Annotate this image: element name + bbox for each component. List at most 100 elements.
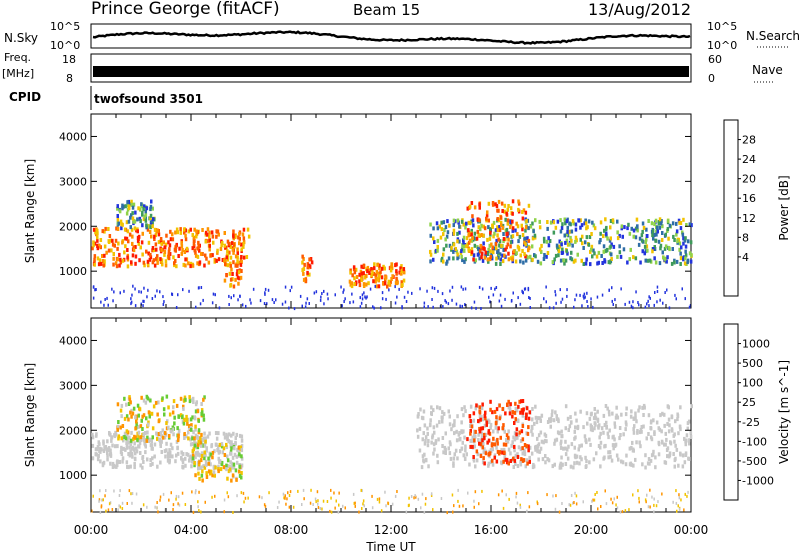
- range-gate-cell: [430, 492, 433, 496]
- range-gate-cell: [132, 248, 136, 253]
- range-gate-cell: [358, 279, 361, 284]
- range-gate-cell: [169, 229, 172, 234]
- range-gate-cell: [204, 436, 207, 441]
- range-gate-cell: [288, 494, 291, 497]
- range-gate-cell: [566, 225, 569, 230]
- range-gate-cell: [523, 449, 526, 453]
- range-gate-cell: [591, 254, 594, 259]
- range-gate-cell: [661, 231, 664, 235]
- range-gate-cell: [245, 304, 247, 308]
- range-gate-cell: [494, 202, 497, 207]
- range-gate-cell: [566, 251, 569, 256]
- range-gate-cell: [211, 455, 214, 460]
- range-gate-cell: [188, 399, 192, 404]
- range-gate-cell: [654, 291, 656, 294]
- range-gate-cell: [407, 290, 409, 294]
- range-gate-cell: [425, 497, 427, 501]
- range-gate-cell: [647, 219, 650, 223]
- range-gate-cell: [666, 404, 670, 409]
- range-gate-cell: [673, 464, 676, 469]
- range-gate-cell: [151, 456, 154, 461]
- range-gate-cell: [682, 236, 685, 241]
- range-gate-cell: [472, 253, 476, 258]
- range-gate-cell: [661, 250, 664, 255]
- range-gate-cell: [559, 218, 562, 223]
- range-gate-cell: [487, 461, 491, 466]
- range-gate-cell: [165, 441, 168, 446]
- range-gate-cell: [612, 434, 615, 439]
- range-gate-cell: [611, 218, 615, 223]
- range-gate-cell: [169, 429, 173, 434]
- range-gate-cell: [242, 236, 246, 241]
- range-gate-cell: [174, 459, 177, 464]
- range-gate-cell: [636, 224, 639, 229]
- range-gate-cell: [519, 505, 522, 509]
- range-gate-cell: [473, 205, 477, 210]
- range-gate-cell: [661, 492, 663, 496]
- range-gate-cell: [103, 244, 107, 249]
- range-gate-cell: [505, 457, 509, 462]
- range-gate-cell: [138, 258, 141, 263]
- range-gate-cell: [480, 251, 484, 256]
- range-gate-cell: [194, 402, 198, 407]
- range-gate-cell: [628, 300, 631, 304]
- y-axis-title: Slant Range [km]: [23, 159, 37, 263]
- range-gate-cell: [505, 211, 508, 216]
- range-gate-cell: [511, 211, 514, 216]
- range-gate-cell: [462, 287, 464, 291]
- range-gate-cell: [675, 297, 677, 301]
- range-gate-cell: [488, 419, 491, 424]
- range-gate-cell: [480, 255, 483, 260]
- range-gate-cell: [446, 230, 450, 235]
- range-gate-cell: [626, 260, 629, 265]
- range-gate-cell: [506, 231, 509, 236]
- range-gate-cell: [353, 276, 356, 281]
- range-gate-cell: [561, 462, 564, 467]
- x-tick-label: 04:00: [174, 523, 209, 537]
- range-gate-cell: [188, 395, 191, 400]
- range-gate-cell: [457, 499, 459, 503]
- range-gate-cell: [666, 288, 668, 292]
- range-gate-cell: [453, 504, 455, 508]
- range-gate-cell: [554, 410, 557, 415]
- range-gate-cell: [640, 233, 644, 238]
- range-gate-cell: [184, 233, 187, 238]
- range-gate-cell: [429, 233, 432, 238]
- range-gate-cell: [635, 419, 638, 424]
- range-gate-cell: [196, 443, 200, 447]
- range-gate-cell: [156, 289, 158, 293]
- range-gate-cell: [125, 211, 129, 216]
- range-gate-cell: [201, 228, 204, 232]
- range-gate-cell: [513, 437, 517, 442]
- range-gate-cell: [524, 464, 527, 469]
- range-gate-cell: [171, 427, 174, 432]
- range-gate-cell: [358, 283, 362, 288]
- range-gate-cell: [114, 238, 118, 243]
- range-gate-cell: [480, 223, 483, 228]
- range-gate-cell: [107, 248, 111, 253]
- range-gate-cell: [184, 456, 187, 461]
- range-gate-cell: [162, 295, 164, 299]
- range-gate-cell: [500, 201, 504, 206]
- range-gate-cell: [284, 496, 286, 500]
- range-gate-cell: [167, 249, 171, 254]
- range-gate-cell: [463, 457, 467, 461]
- range-gate-cell: [552, 306, 555, 310]
- range-gate-cell: [127, 219, 131, 224]
- range-gate-cell: [521, 437, 525, 442]
- range-gate-cell: [541, 457, 545, 462]
- range-gate-cell: [462, 413, 465, 418]
- range-gate-cell: [580, 443, 583, 448]
- range-gate-cell: [524, 242, 527, 247]
- range-gate-cell: [499, 221, 503, 225]
- range-gate-cell: [151, 206, 154, 211]
- range-gate-cell: [526, 461, 529, 466]
- range-gate-cell: [302, 267, 306, 271]
- range-gate-cell: [352, 265, 356, 270]
- range-gate-cell: [179, 227, 182, 232]
- range-gate-cell: [196, 246, 199, 251]
- range-gate-cell: [459, 304, 461, 308]
- range-gate-cell: [121, 424, 125, 428]
- range-gate-cell: [573, 305, 575, 309]
- range-gate-cell: [302, 488, 305, 492]
